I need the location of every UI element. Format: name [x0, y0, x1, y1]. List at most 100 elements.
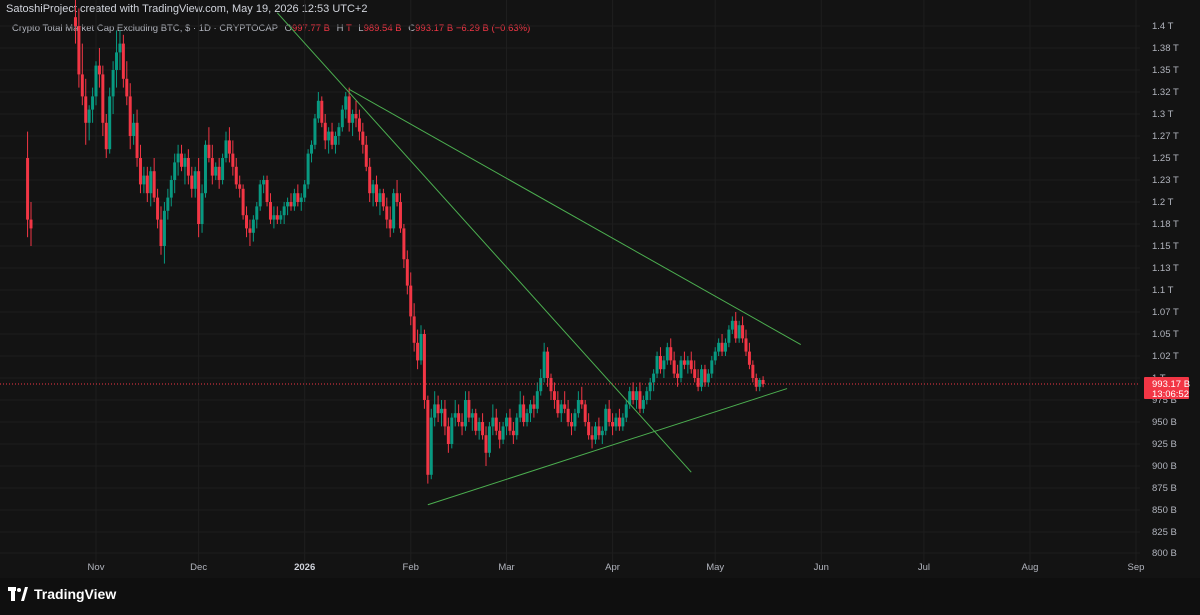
- candle-body: [115, 52, 119, 70]
- candle-body: [436, 404, 440, 414]
- candle-body: [203, 144, 207, 194]
- candle-body: [364, 144, 368, 167]
- x-tick-label: Jul: [918, 562, 930, 573]
- trendline-steep-descending: [276, 12, 692, 473]
- candle-body: [128, 96, 132, 136]
- candle-body: [693, 369, 697, 378]
- candle-body: [357, 118, 361, 132]
- candle-body: [392, 193, 396, 229]
- trendlines[interactable]: [276, 12, 801, 506]
- candle-body: [635, 391, 639, 400]
- candle-body: [26, 158, 30, 220]
- candle-body: [576, 400, 580, 414]
- candle-body: [142, 175, 146, 185]
- grid: [0, 0, 1140, 565]
- candle-body: [720, 342, 724, 352]
- candle-body: [118, 43, 122, 53]
- candle-body: [398, 202, 402, 229]
- symbol-name[interactable]: Crypto Total Market Cap Excluding BTC, $…: [12, 23, 278, 34]
- candle-body: [717, 342, 721, 352]
- candle-body: [330, 131, 334, 145]
- candle-body: [580, 400, 584, 405]
- candle-body: [156, 197, 160, 220]
- close-label: C: [408, 23, 416, 34]
- change-value: −6.29 B (−0.63%): [455, 23, 531, 34]
- candle-body: [450, 417, 454, 444]
- candle-body: [741, 325, 745, 339]
- candle-body: [371, 184, 375, 194]
- y-tick-label: 925 B: [1152, 439, 1177, 450]
- candle-body: [481, 422, 485, 436]
- candle-body: [176, 153, 180, 163]
- y-tick-label: 1.2 T: [1152, 197, 1174, 208]
- x-tick-label: 2026: [294, 562, 315, 573]
- candle-body: [676, 373, 680, 378]
- candle-body: [292, 193, 296, 207]
- candle-body: [501, 426, 505, 440]
- candle-body: [669, 347, 673, 361]
- y-tick-label: 1.07 T: [1152, 307, 1179, 318]
- y-tick-label: 1.27 T: [1152, 131, 1179, 142]
- low-label: L: [358, 23, 364, 34]
- candle-body: [361, 131, 365, 145]
- candle-body: [327, 131, 331, 141]
- candle-body: [641, 400, 645, 409]
- candle-body: [94, 65, 98, 97]
- y-tick-label: 1.35 T: [1152, 65, 1179, 76]
- candle-body: [186, 158, 190, 176]
- y-tick-label: 1.3 T: [1152, 109, 1174, 120]
- candle-body: [652, 373, 656, 383]
- candle-body: [593, 426, 597, 440]
- candle-body: [217, 166, 221, 180]
- countdown-timer: 13:06:52: [1152, 389, 1189, 400]
- candle-body: [111, 70, 115, 97]
- candle-body: [132, 122, 136, 136]
- candle-body: [570, 422, 574, 427]
- candle-body: [238, 184, 242, 189]
- candle-body: [429, 417, 433, 475]
- candle-body: [505, 417, 509, 427]
- candle-body: [313, 118, 317, 145]
- candle-body: [275, 215, 279, 220]
- y-tick-label: 1.02 T: [1152, 351, 1179, 362]
- candle-body: [491, 417, 495, 427]
- trendline-ascending-support: [427, 388, 788, 506]
- candle-body: [573, 413, 577, 427]
- candle-body: [713, 351, 717, 361]
- candle-body: [628, 391, 632, 405]
- candle-body: [597, 426, 601, 436]
- y-tick-label: 800 B: [1152, 548, 1177, 559]
- candle-body: [525, 413, 529, 422]
- candle-body: [648, 382, 652, 392]
- candle-body: [453, 413, 457, 418]
- tradingview-logo-icon: [8, 587, 28, 601]
- y-tick-label: 1.18 T: [1152, 219, 1179, 230]
- open-label: O: [284, 23, 292, 34]
- brand-logo[interactable]: TradingView: [8, 586, 116, 602]
- candle-body: [747, 351, 751, 365]
- x-axis[interactable]: Nov Dec 2026 Feb Mar Apr May Jun Jul Aug Sep: [88, 562, 1145, 573]
- candle-body: [125, 78, 129, 97]
- candle-body: [532, 404, 536, 409]
- candle-body: [446, 426, 450, 444]
- y-tick-label: 850 B: [1152, 505, 1177, 516]
- candle-body: [316, 100, 320, 119]
- candle-body: [207, 144, 211, 158]
- candle-body: [193, 171, 197, 189]
- candle-body: [251, 219, 255, 233]
- x-tick-label: Feb: [403, 562, 419, 573]
- candle-body: [101, 74, 105, 123]
- x-tick-label: Apr: [605, 562, 620, 573]
- candle-body: [477, 422, 481, 431]
- candle-body: [73, 17, 77, 26]
- candle-body: [347, 96, 351, 123]
- y-axis[interactable]: 1.4 T 1.38 T 1.35 T 1.32 T 1.3 T 1.27 T 1.25 T…: [1152, 21, 1179, 559]
- candle-body: [549, 378, 553, 392]
- price-chart[interactable]: 1.4 T 1.38 T 1.35 T 1.32 T 1.3 T 1.27 T 1.25 T…: [0, 0, 1200, 578]
- last-price-value: 993.17 B: [1152, 379, 1190, 390]
- candle-body: [672, 360, 676, 374]
- candle-body: [138, 158, 142, 185]
- candle-body: [183, 158, 187, 167]
- candle-body: [463, 400, 467, 427]
- candle-body: [440, 408, 444, 414]
